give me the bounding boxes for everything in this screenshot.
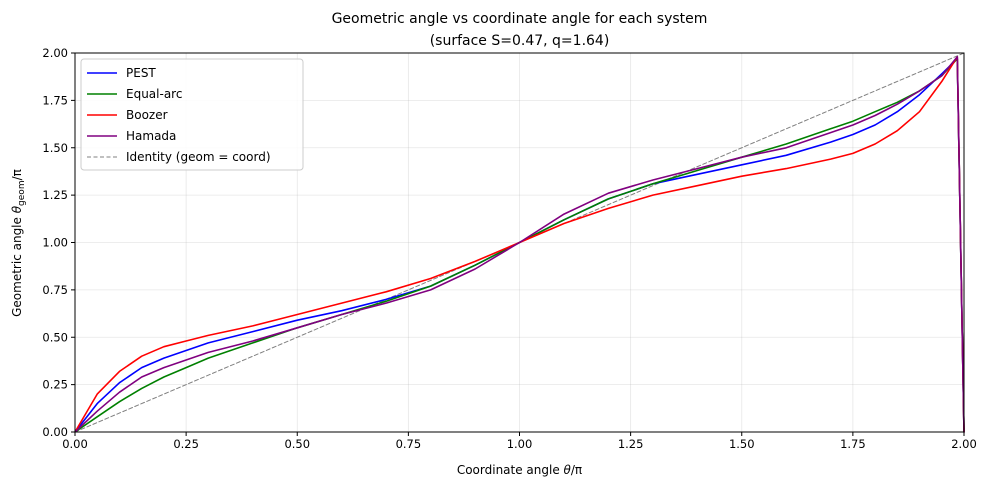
y-axis-label: Geometric angle θgeom/π [10,169,27,317]
y-tick-label: 1.50 [42,141,68,155]
x-tick-label: 1.00 [507,437,533,451]
x-axis-label-theta: θ [564,463,572,477]
legend-label: Identity (geom = coord) [126,150,271,164]
legend-label: PEST [126,66,156,80]
legend-label: Boozer [126,108,168,122]
x-axis-label: Coordinate angle θ/π [457,463,582,477]
y-tick-label: 1.25 [42,188,68,202]
x-tick-label: 2.00 [951,437,977,451]
series-line-hamada [74,56,965,433]
y-axis-label-sub: geom [17,180,27,206]
y-tick-label: 2.00 [42,46,68,60]
chart-title-line2: (surface S=0.47, q=1.64) [430,33,610,49]
legend-label: Equal-arc [126,87,182,101]
y-tick-label: 0.25 [42,378,68,392]
y-axis-label-theta: θ [10,205,24,213]
series-layer [74,52,965,433]
y-tick-label: 0.50 [42,330,68,344]
tick-layer: 0.00 0.25 0.50 0.75 1.00 1.25 1.50 1.75 2.00 0.00… [42,46,976,451]
x-tick-label: 1.25 [618,437,644,451]
y-axis-label-prefix: Geometric angle [10,213,24,317]
y-tick-label: 1.75 [42,93,68,107]
x-tick-label: 0.50 [284,437,310,451]
x-tick-label: 1.50 [729,437,755,451]
legend-box [80,58,304,171]
y-tick-label: 0.75 [42,283,68,297]
series-line-equal-arc [74,57,965,433]
x-axis-label-prefix: Coordinate angle [457,463,564,477]
x-tick-label: 0.25 [173,437,199,451]
y-tick-label: 0.00 [42,425,68,439]
x-axis-label-suffix: /π [571,463,582,477]
x-tick-label: 0.75 [396,437,422,451]
y-axis-label-suffix: /π [10,169,24,180]
series-line-boozer [74,56,965,433]
legend: PEST Equal-arc Boozer Hamada Identity (geom … [80,58,304,171]
legend-label: Hamada [126,129,176,143]
chart-title-line1: Geometric angle vs coordinate angle for … [332,11,708,27]
y-tick-label: 1.00 [42,236,68,250]
x-tick-label: 1.75 [840,437,866,451]
x-tick-label: 0.00 [62,437,88,451]
